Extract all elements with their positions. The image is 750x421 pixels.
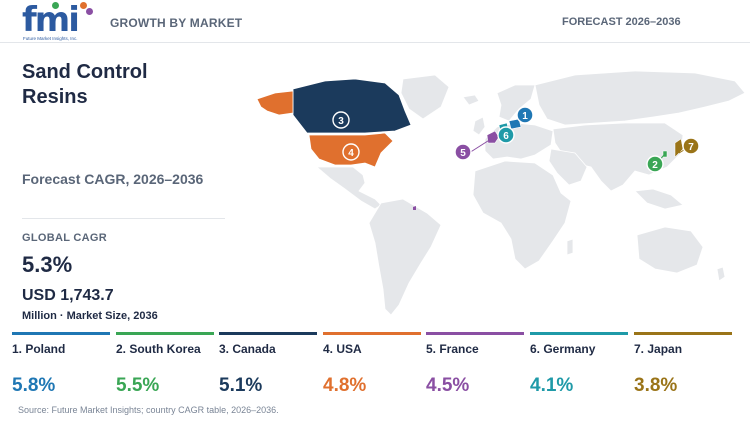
marker-south-korea-label: 2 bbox=[652, 160, 658, 171]
logo-dot-purple bbox=[86, 8, 93, 15]
marker-germany[interactable]: 6 bbox=[497, 126, 515, 144]
card-accent-bar bbox=[634, 332, 732, 335]
fmi-logo[interactable]: fmi Future Market Insights, Inc. bbox=[22, 0, 94, 42]
world-map: 3 4 5 6 1 2 7 bbox=[256, 70, 746, 316]
africa bbox=[472, 160, 572, 270]
country-name: 3. Canada bbox=[219, 342, 276, 356]
report-title: Sand Control Resins bbox=[22, 60, 232, 110]
market-size-label: Million · Market Size, 2036 bbox=[22, 310, 158, 322]
country-name: 1. Poland bbox=[12, 342, 66, 356]
greenland bbox=[400, 74, 450, 120]
mexico-central-america bbox=[315, 166, 382, 210]
alaska-shape bbox=[256, 90, 294, 116]
country-name: 2. South Korea bbox=[116, 342, 201, 356]
divider bbox=[22, 218, 225, 219]
card-accent-bar bbox=[12, 332, 110, 335]
country-card-japan[interactable]: 7. Japan 3.8% bbox=[634, 332, 732, 400]
marker-france[interactable]: 5 bbox=[454, 143, 472, 161]
country-name: 5. France bbox=[426, 342, 479, 356]
global-cagr-label: GLOBAL CAGR bbox=[22, 232, 107, 244]
marker-usa[interactable]: 4 bbox=[342, 143, 360, 161]
country-cards: 1. Poland 5.8% 2. South Korea 5.5% 3. Ca… bbox=[0, 332, 750, 400]
southeast-asia bbox=[634, 188, 684, 210]
south-america bbox=[368, 198, 442, 316]
country-card-germany[interactable]: 6. Germany 4.1% bbox=[530, 332, 628, 400]
land-masses bbox=[315, 70, 746, 316]
marker-poland-label: 1 bbox=[522, 111, 528, 122]
country-card-canada[interactable]: 3. Canada 5.1% bbox=[219, 332, 317, 400]
country-name: 7. Japan bbox=[634, 342, 683, 356]
middle-east bbox=[548, 148, 588, 186]
card-accent-bar bbox=[323, 332, 421, 335]
report-subtitle: Forecast CAGR, 2026–2036 bbox=[22, 171, 204, 187]
market-size-value: USD 1,743.7 bbox=[22, 287, 114, 304]
country-cagr: 4.8% bbox=[323, 375, 367, 396]
marker-germany-label: 6 bbox=[503, 131, 509, 142]
forecast-period: FORECAST 2026–2036 bbox=[562, 16, 681, 28]
country-cagr: 3.8% bbox=[634, 375, 678, 396]
country-card-poland[interactable]: 1. Poland 5.8% bbox=[12, 332, 110, 400]
source-note: Source: Future Market Insights; country … bbox=[18, 405, 279, 415]
marker-france-label: 5 bbox=[460, 148, 466, 159]
marker-usa-label: 4 bbox=[348, 148, 354, 159]
madagascar bbox=[566, 238, 574, 256]
canada-shape bbox=[292, 78, 412, 134]
iceland bbox=[462, 94, 480, 106]
country-cagr: 5.5% bbox=[116, 375, 160, 396]
marker-japan-label: 7 bbox=[688, 142, 694, 153]
marker-canada[interactable]: 3 bbox=[332, 111, 350, 129]
logo-dot-orange bbox=[80, 2, 87, 9]
header-bar: fmi Future Market Insights, Inc. GROWTH … bbox=[0, 0, 750, 43]
country-cagr: 4.5% bbox=[426, 375, 470, 396]
country-card-usa[interactable]: 4. USA 4.8% bbox=[323, 332, 421, 400]
country-card-south-korea[interactable]: 2. South Korea 5.5% bbox=[116, 332, 214, 400]
marker-canada-label: 3 bbox=[338, 116, 344, 127]
card-accent-bar bbox=[530, 332, 628, 335]
title-line-2: Resins bbox=[22, 86, 88, 108]
country-card-france[interactable]: 5. France 4.5% bbox=[426, 332, 524, 400]
country-cagr: 5.8% bbox=[12, 375, 56, 396]
marker-poland[interactable]: 1 bbox=[516, 106, 534, 124]
card-accent-bar bbox=[116, 332, 214, 335]
marker-japan[interactable]: 7 bbox=[682, 137, 700, 155]
marker-south-korea[interactable]: 2 bbox=[646, 155, 664, 173]
country-name: 6. Germany bbox=[530, 342, 596, 356]
australia bbox=[636, 226, 704, 274]
title-line-1: Sand Control bbox=[22, 61, 148, 83]
country-cagr: 4.1% bbox=[530, 375, 574, 396]
card-accent-bar bbox=[426, 332, 524, 335]
country-cagr: 5.1% bbox=[219, 375, 263, 396]
logo-tagline: Future Market Insights, Inc. bbox=[23, 36, 78, 41]
card-accent-bar bbox=[219, 332, 317, 335]
country-name: 4. USA bbox=[323, 342, 362, 356]
global-cagr-value: 5.3% bbox=[22, 252, 73, 277]
russia bbox=[534, 70, 746, 126]
united-kingdom bbox=[472, 116, 486, 136]
logo-text: fmi bbox=[22, 0, 80, 40]
poland-shape bbox=[508, 118, 522, 130]
logo-dot-green bbox=[52, 2, 59, 9]
leader-line-france bbox=[468, 138, 492, 154]
new-zealand bbox=[716, 266, 726, 282]
header-title: GROWTH BY MARKET bbox=[110, 16, 243, 30]
puerto-rico-shape bbox=[413, 206, 416, 210]
